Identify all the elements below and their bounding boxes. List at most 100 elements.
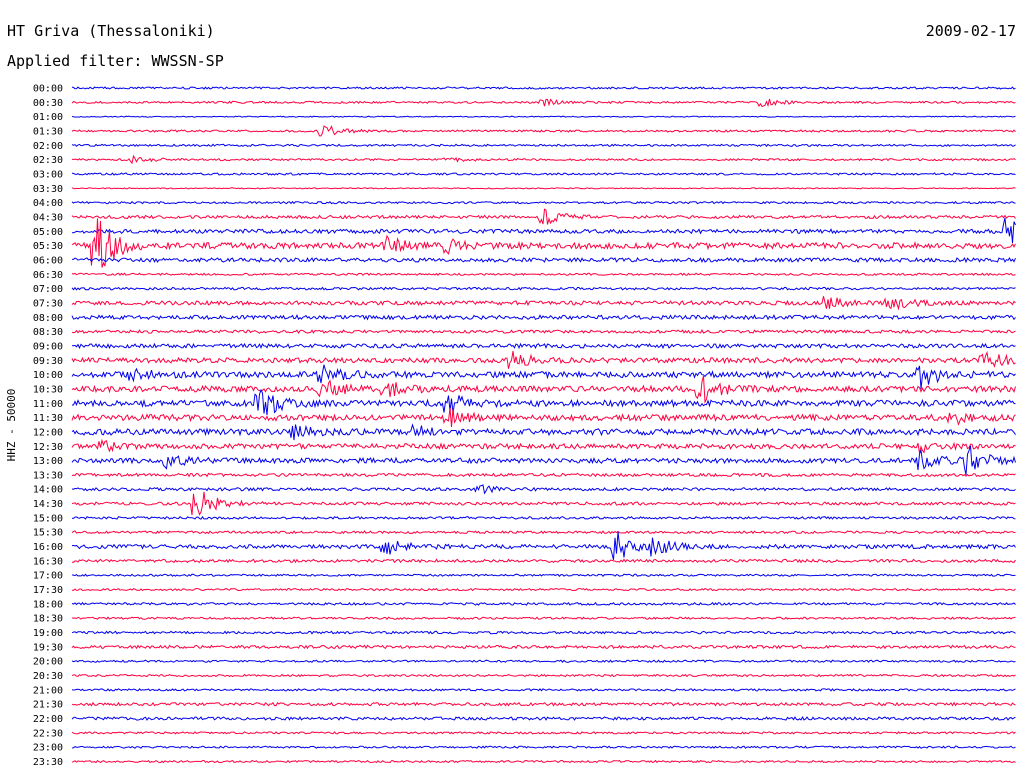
- seismic-trace-0730: [71, 296, 1016, 311]
- row-time-label: 15:00: [33, 513, 63, 524]
- seismic-trace-1930: [71, 644, 1016, 650]
- row-time-label: 20:30: [33, 671, 63, 682]
- row-time-label: 14:30: [33, 499, 63, 510]
- row-time-label: 19:00: [33, 628, 63, 639]
- seismic-trace-1430: [71, 491, 1016, 516]
- row-time-label: 03:00: [33, 170, 63, 181]
- seismic-trace-1300: [71, 445, 1016, 476]
- row-time-label: 15:30: [33, 528, 63, 539]
- row-time-label: 05:30: [33, 241, 63, 252]
- seismic-trace-1530: [71, 530, 1016, 535]
- seismic-trace-1700: [71, 573, 1016, 577]
- seismic-trace-0230: [71, 154, 1016, 165]
- seismic-trace-0500: [72, 217, 1016, 244]
- seismic-trace-1100: [71, 388, 1016, 415]
- seismic-trace-1830: [71, 616, 1016, 620]
- date-label: 2009-02-17: [926, 22, 1016, 40]
- seismic-trace-1900: [71, 630, 1016, 635]
- seismic-trace-0330: [71, 187, 1016, 190]
- row-time-label: 14:00: [33, 485, 63, 496]
- station-title: HT Griva (Thessaloniki): [7, 22, 215, 40]
- seismic-trace-2230: [71, 731, 1016, 735]
- row-time-label: 08:30: [33, 327, 63, 338]
- seismic-trace-1030: [71, 375, 1016, 405]
- row-time-label: 00:00: [33, 84, 63, 95]
- seismic-trace-0700: [71, 286, 1016, 291]
- row-time-label: 03:30: [33, 184, 63, 195]
- row-time-label: 22:30: [33, 728, 63, 739]
- seismic-trace-0800: [71, 314, 1016, 321]
- y-axis-label: HHZ - 50000: [5, 389, 18, 462]
- row-time-label: 11:00: [33, 399, 63, 410]
- row-time-label: 20:00: [33, 657, 63, 668]
- seismic-trace-0830: [71, 329, 1016, 335]
- row-time-label: 06:30: [33, 270, 63, 281]
- row-time-label: 10:30: [33, 384, 63, 395]
- row-time-label: 18:00: [33, 599, 63, 610]
- row-time-label: 06:00: [33, 256, 63, 267]
- seismic-trace-1200: [71, 423, 1016, 441]
- row-time-label: 17:30: [33, 585, 63, 596]
- row-time-label: 09:00: [33, 341, 63, 352]
- seismic-trace-1130: [71, 407, 1016, 428]
- row-time-label: 11:30: [33, 413, 63, 424]
- seismic-trace-1230: [71, 438, 1016, 454]
- row-time-label: 23:30: [33, 757, 63, 768]
- seismic-trace-0100: [71, 115, 1016, 118]
- row-time-label: 02:00: [33, 141, 63, 152]
- seismic-trace-0000: [71, 86, 1016, 90]
- row-time-label: 23:00: [33, 743, 63, 754]
- seismic-trace-1330: [71, 472, 1016, 478]
- row-time-label: 21:30: [33, 700, 63, 711]
- seismic-trace-0530: [71, 218, 1016, 268]
- row-time-label: 02:30: [33, 155, 63, 166]
- seismic-trace-1500: [71, 515, 1016, 520]
- seismic-trace-0030: [71, 98, 1016, 108]
- seismic-trace-2300: [71, 745, 1016, 749]
- row-time-label: 21:00: [33, 685, 63, 696]
- seismic-trace-0300: [71, 172, 1016, 176]
- row-time-label: 22:00: [33, 714, 63, 725]
- seismic-trace-1600: [71, 531, 1016, 560]
- seismic-trace-0400: [71, 200, 1016, 205]
- seismic-trace-0930: [71, 350, 1016, 369]
- row-time-label: 12:30: [33, 442, 63, 453]
- seismic-trace-1800: [71, 601, 1016, 606]
- row-time-label: 19:30: [33, 642, 63, 653]
- row-time-label: 05:00: [33, 227, 63, 238]
- row-time-label: 01:00: [33, 112, 63, 123]
- seismic-trace-2330: [71, 759, 1016, 764]
- seismic-trace-0900: [71, 342, 1016, 350]
- seismic-trace-1730: [71, 587, 1016, 592]
- filter-label: Applied filter: WWSSN-SP: [7, 52, 224, 70]
- seismic-trace-0600: [72, 256, 1016, 264]
- seismic-trace-1400: [71, 484, 1016, 495]
- row-time-label: 16:00: [33, 542, 63, 553]
- seismic-trace-2100: [71, 688, 1016, 692]
- seismic-trace-2030: [71, 673, 1016, 678]
- seismic-trace-0430: [71, 208, 1016, 225]
- seismic-trace-0130: [71, 125, 1016, 137]
- trace-layer: 00:00 00:30 01:00 01:30 02:00 02:30 03:00 03:30…: [33, 84, 1016, 768]
- seismic-trace-2200: [71, 716, 1016, 721]
- row-time-label: 13:30: [33, 470, 63, 481]
- row-time-label: 13:00: [33, 456, 63, 467]
- row-time-label: 12:00: [33, 427, 63, 438]
- row-time-label: 18:30: [33, 614, 63, 625]
- seismic-trace-2000: [71, 659, 1016, 664]
- seismic-trace-1630: [71, 558, 1016, 564]
- row-time-label: 17:00: [33, 571, 63, 582]
- seismic-trace-2130: [71, 701, 1016, 707]
- row-time-label: 07:00: [33, 284, 63, 295]
- seismic-trace-0200: [71, 143, 1016, 148]
- row-time-label: 16:30: [33, 556, 63, 567]
- seismic-trace-1000: [71, 364, 1016, 390]
- row-time-label: 09:30: [33, 356, 63, 367]
- row-time-label: 04:00: [33, 198, 63, 209]
- seismic-trace-0630: [71, 272, 1016, 277]
- row-time-label: 10:00: [33, 370, 63, 381]
- row-time-label: 08:00: [33, 313, 63, 324]
- row-time-label: 00:30: [33, 98, 63, 109]
- row-time-label: 07:30: [33, 298, 63, 309]
